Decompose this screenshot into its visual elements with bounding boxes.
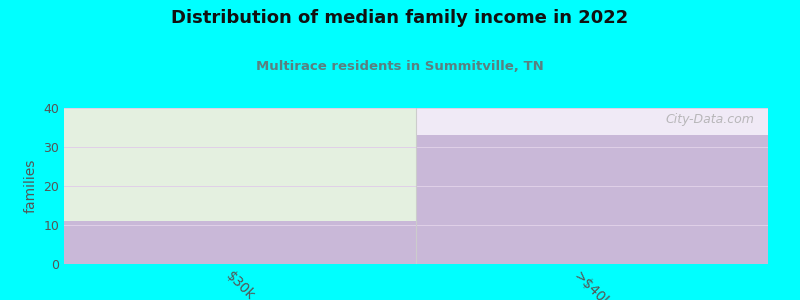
Text: Distribution of median family income in 2022: Distribution of median family income in … xyxy=(171,9,629,27)
Y-axis label: families: families xyxy=(24,159,38,213)
Text: City-Data.com: City-Data.com xyxy=(665,113,754,126)
Text: Multirace residents in Summitville, TN: Multirace residents in Summitville, TN xyxy=(256,60,544,73)
